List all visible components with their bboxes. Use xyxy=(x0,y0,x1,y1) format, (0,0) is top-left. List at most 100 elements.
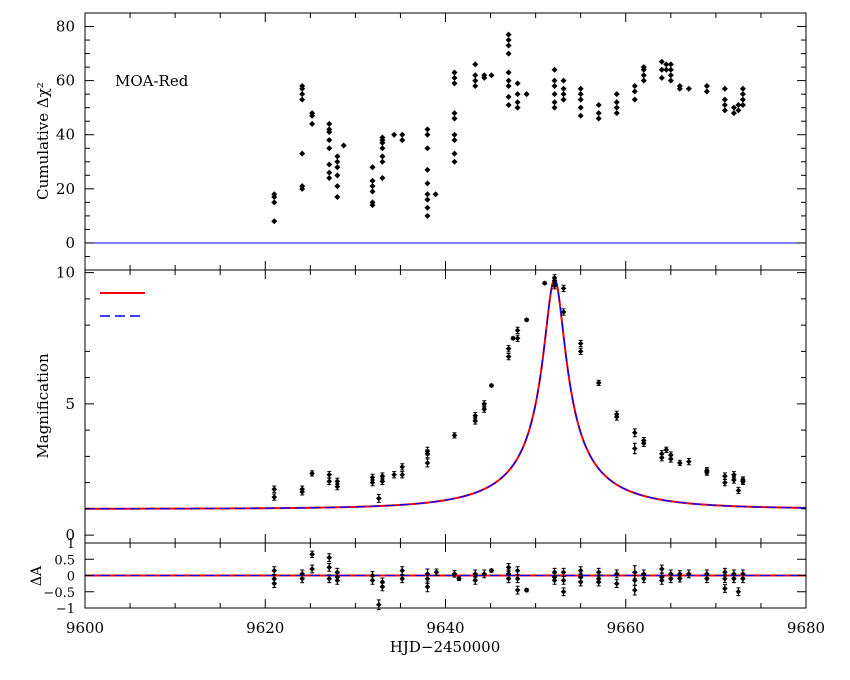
chi2-point xyxy=(369,199,376,206)
chi2-point xyxy=(739,96,746,103)
magnification-point xyxy=(595,380,602,386)
chi2-point xyxy=(369,183,376,190)
chi2-point xyxy=(721,107,728,114)
y-tick-label: 0 xyxy=(67,570,75,585)
magnification-point xyxy=(514,327,521,334)
magnification-point xyxy=(663,447,670,453)
chi2-point xyxy=(451,158,458,165)
chi2-point xyxy=(595,115,602,122)
magnification-point xyxy=(481,406,488,412)
magnification-point xyxy=(677,460,683,466)
residual-point xyxy=(659,566,665,572)
magnification-point xyxy=(451,432,458,439)
chi2-point xyxy=(326,126,333,133)
chi2-point xyxy=(326,145,333,152)
residual-point xyxy=(369,572,376,579)
chi2-point xyxy=(505,31,512,38)
y-tick-label: 0 xyxy=(65,234,75,252)
chi2-point xyxy=(667,61,674,68)
chi2-point xyxy=(667,72,674,79)
magnification-point xyxy=(505,345,512,352)
residual-point xyxy=(631,569,638,576)
chi2-point xyxy=(663,61,670,68)
chi2-point xyxy=(472,61,479,68)
residual-point xyxy=(740,575,746,582)
chi2-point xyxy=(667,77,674,84)
chi2-point xyxy=(451,150,458,157)
y-tick-label: 0 xyxy=(65,526,75,544)
x-tick-label: 9680 xyxy=(787,619,825,637)
chi2-point xyxy=(271,191,278,198)
annotation-moa-red: MOA-Red xyxy=(115,72,189,90)
chi2-point xyxy=(551,77,558,84)
residual-point xyxy=(299,575,306,582)
residual-ylabel: ΔA xyxy=(29,565,45,586)
magnification-point xyxy=(541,280,548,286)
residual-point xyxy=(514,587,521,593)
chi2-point xyxy=(577,96,584,103)
chi2-point xyxy=(560,85,567,92)
residual-point xyxy=(451,571,458,577)
residual-point xyxy=(326,554,333,561)
chi2-point xyxy=(369,164,376,171)
magnification-point xyxy=(740,478,746,485)
x-axis-label: HJD−2450000 xyxy=(390,638,501,656)
residual-point xyxy=(631,577,638,584)
magnification-point xyxy=(424,460,431,466)
residual-point xyxy=(505,564,512,571)
y-tick-label: 80 xyxy=(56,18,75,36)
chi2-point xyxy=(379,158,386,165)
magnification-point xyxy=(514,335,521,342)
x-tick-label: 9620 xyxy=(246,619,284,637)
residual-point xyxy=(379,584,386,590)
chi2-point xyxy=(658,66,665,73)
chi2-point xyxy=(379,153,386,160)
y-tick-label: 60 xyxy=(56,72,75,90)
residual-point xyxy=(731,575,737,582)
magnification-point xyxy=(472,418,479,424)
magnification-point xyxy=(399,471,406,478)
residual-point xyxy=(369,577,376,584)
chi2-point xyxy=(551,66,558,73)
chi2-point xyxy=(334,153,341,160)
chi2-point xyxy=(577,112,584,119)
magnification-point xyxy=(613,414,620,420)
magnification-point xyxy=(391,471,397,478)
magnification-point xyxy=(659,450,665,457)
y-tick-label: −0.5 xyxy=(43,586,75,601)
residual-point xyxy=(505,571,512,577)
chi2-point xyxy=(514,104,521,111)
chi2-point xyxy=(424,131,431,138)
cumulative-chi2-panel: 0 20 40 60 80 MOA-Red Cumulative Δχ² xyxy=(34,12,807,271)
magnification-point xyxy=(369,479,376,486)
y-tick-label: 1 xyxy=(67,537,75,552)
chi2-point xyxy=(451,115,458,122)
magnification-point xyxy=(309,470,315,477)
residual-point xyxy=(514,575,521,582)
residual-point xyxy=(613,580,620,587)
magnification-ylabel: Magnification xyxy=(34,353,52,459)
magnification-point xyxy=(379,473,386,479)
residual-point xyxy=(424,584,431,590)
y-tick-label: 10 xyxy=(56,264,75,282)
chi2-point xyxy=(663,66,670,73)
chi2-point xyxy=(730,104,737,111)
chi2-point xyxy=(424,212,431,219)
chi2-point xyxy=(481,72,488,79)
chi2-point xyxy=(551,99,558,106)
residual-point xyxy=(299,571,306,577)
magnification-point xyxy=(488,382,495,389)
magnification-point xyxy=(722,479,728,486)
magnification-point xyxy=(735,487,742,494)
chi2-point xyxy=(735,107,742,114)
chi2-point xyxy=(613,91,620,98)
chi2-point xyxy=(424,166,431,173)
y-tick-label: 0.5 xyxy=(54,553,75,568)
magnification-point xyxy=(577,340,584,347)
magnification-point xyxy=(631,429,638,436)
chi2-point xyxy=(309,120,316,127)
residual-point xyxy=(334,574,341,580)
residual-point xyxy=(560,577,567,584)
residual-point xyxy=(659,577,665,584)
